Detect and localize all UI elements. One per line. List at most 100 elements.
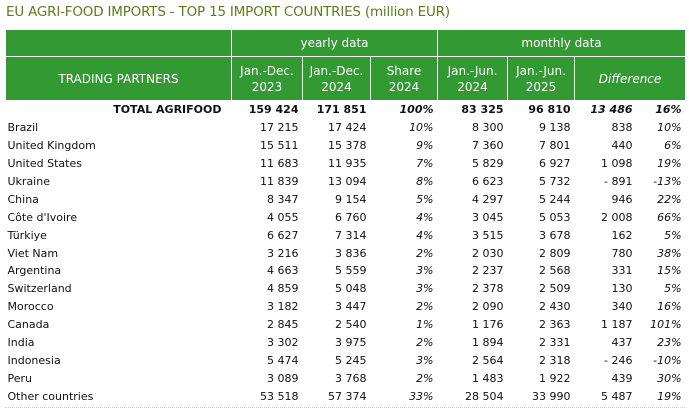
- cell-diff-pct: 19%: [657, 389, 682, 403]
- row-name: United Kingdom: [7, 139, 96, 153]
- cell-share: 1%: [416, 318, 434, 332]
- row-name: India: [7, 336, 35, 350]
- cell-diff-pct: 16%: [657, 300, 682, 314]
- cell-m2024: 28 504: [465, 389, 504, 403]
- cell-diff: 1 187: [601, 318, 633, 332]
- cell-diff-pct: 23%: [657, 336, 682, 350]
- header-jan-dec-2024: Jan.-Dec. 2024: [302, 56, 371, 101]
- row-name: China: [7, 192, 39, 206]
- cell-m2025: 2 331: [539, 336, 571, 350]
- cell-m2025: 33 990: [532, 389, 571, 403]
- cell-m2025: 2 809: [539, 246, 571, 260]
- header-blank: [5, 29, 232, 57]
- cell-diff: - 891: [604, 175, 633, 188]
- cell-y2023: 11 683: [260, 157, 299, 171]
- cell-y2024: 9 154: [335, 192, 367, 206]
- cell-m2025: 96 810: [528, 103, 571, 117]
- cell-diff-pct: 101%: [650, 318, 682, 332]
- cell-y2023: 159 424: [248, 103, 299, 117]
- cell-m2025: 7 801: [539, 139, 571, 153]
- cell-m2024: 3 515: [472, 228, 504, 242]
- cell-diff: 13 486: [590, 103, 633, 117]
- cell-y2024: 5 048: [335, 282, 367, 296]
- cell-y2023: 3 089: [267, 371, 299, 385]
- cell-y2024: 171 851: [316, 103, 367, 117]
- cell-y2023: 11 839: [260, 175, 299, 188]
- table-row: Morocco 3 182 3 447 2% 2 090 2 430 340 16%: [6, 298, 686, 316]
- cell-diff-pct: 66%: [657, 210, 682, 224]
- header-jan-dec-2023: Jan.-Dec. 2023: [231, 56, 303, 101]
- header-share-2024: Share 2024: [369, 56, 439, 101]
- cell-share: 100%: [399, 103, 434, 117]
- cell-m2024: 4 297: [472, 192, 504, 206]
- cell-diff-pct: 16%: [655, 103, 682, 117]
- table-row: United States 11 683 11 935 7% 5 829 6 927 1 0…: [6, 155, 686, 173]
- cell-m2025: 5 732: [539, 175, 571, 188]
- cell-diff: 331: [611, 264, 633, 278]
- table-row: Switzerland 4 859 5 048 3% 2 378 2 509 130 5%: [6, 280, 686, 298]
- cell-diff: 130: [611, 282, 633, 296]
- cell-diff: 838: [611, 121, 633, 135]
- cell-share: 4%: [416, 210, 434, 224]
- cell-m2025: 3 678: [539, 228, 571, 242]
- cell-diff: 437: [611, 336, 633, 350]
- row-name: Brazil: [7, 121, 39, 135]
- cell-y2024: 15 378: [328, 139, 367, 153]
- cell-m2024: 2 378: [472, 282, 504, 296]
- header-yearly-data: yearly data: [230, 29, 439, 57]
- cell-diff: 340: [611, 300, 633, 314]
- cell-m2024: 8 300: [472, 121, 504, 135]
- cell-diff: 440: [611, 139, 633, 153]
- cell-y2024: 2 540: [335, 318, 367, 332]
- table-row: Other countries 53 518 57 374 33% 28 504 33 9…: [6, 387, 686, 405]
- cell-y2024: 3 836: [335, 246, 367, 260]
- row-name: Viet Nam: [7, 246, 59, 260]
- cell-y2024: 3 768: [335, 371, 367, 385]
- cell-diff-pct: 15%: [657, 264, 682, 278]
- table-row: Brazil 17 215 17 424 10% 8 300 9 138 838 10%: [6, 119, 686, 137]
- cell-m2024: 6 623: [472, 175, 504, 188]
- cell-share: 10%: [409, 121, 434, 135]
- cell-diff: 1 098: [601, 157, 633, 171]
- cell-y2023: 6 627: [267, 228, 299, 242]
- cell-share: 5%: [416, 192, 434, 206]
- cell-diff-pct: 10%: [657, 121, 682, 135]
- cell-m2024: 2 237: [472, 264, 504, 278]
- cell-m2024: 1 176: [472, 318, 504, 332]
- cell-y2024: 6 760: [335, 210, 367, 224]
- cell-diff: - 246: [604, 353, 633, 367]
- cell-y2023: 17 215: [260, 121, 299, 135]
- cell-m2025: 2 568: [539, 264, 571, 278]
- cell-share: 9%: [416, 139, 434, 153]
- cell-y2024: 11 935: [328, 157, 367, 171]
- row-name: TOTAL AGRIFOOD: [113, 103, 222, 117]
- row-name: Canada: [7, 318, 50, 332]
- cell-m2024: 2 030: [472, 246, 504, 260]
- cell-m2025: 9 138: [539, 121, 571, 135]
- table-row: Indonesia 5 474 5 245 3% 2 564 2 318 - 246 -10%: [6, 351, 686, 369]
- cell-y2024: 57 374: [328, 389, 367, 403]
- table-row: Canada 2 845 2 540 1% 1 176 2 363 1 187 101%: [6, 316, 686, 334]
- cell-y2023: 3 216: [267, 246, 299, 260]
- cell-share: 3%: [416, 353, 434, 367]
- cell-m2024: 2 090: [472, 300, 504, 314]
- cell-diff: 162: [611, 228, 633, 242]
- cell-m2024: 1 483: [472, 371, 504, 385]
- row-name: Other countries: [7, 389, 94, 403]
- table-row: Peru 3 089 3 768 2% 1 483 1 922 439 30%: [6, 369, 686, 387]
- cell-m2025: 2 363: [539, 318, 571, 332]
- cell-y2024: 5 245: [335, 353, 367, 367]
- cell-diff-pct: 19%: [657, 157, 682, 171]
- cell-diff-pct: 5%: [664, 228, 682, 242]
- row-name: United States: [7, 157, 83, 171]
- cell-diff: 5 487: [601, 389, 633, 403]
- cell-y2024: 5 559: [335, 264, 367, 278]
- table-row: United Kingdom 15 511 15 378 9% 7 360 7 801 44…: [6, 137, 686, 155]
- cell-m2025: 1 922: [539, 371, 571, 385]
- header-difference: Difference: [574, 56, 687, 101]
- cell-share: 4%: [416, 228, 434, 242]
- cell-diff: 439: [611, 371, 633, 385]
- table-row: Viet Nam 3 216 3 836 2% 2 030 2 809 780 38%: [6, 244, 686, 262]
- cell-m2025: 2 509: [539, 282, 571, 296]
- cell-y2023: 3 302: [267, 336, 299, 350]
